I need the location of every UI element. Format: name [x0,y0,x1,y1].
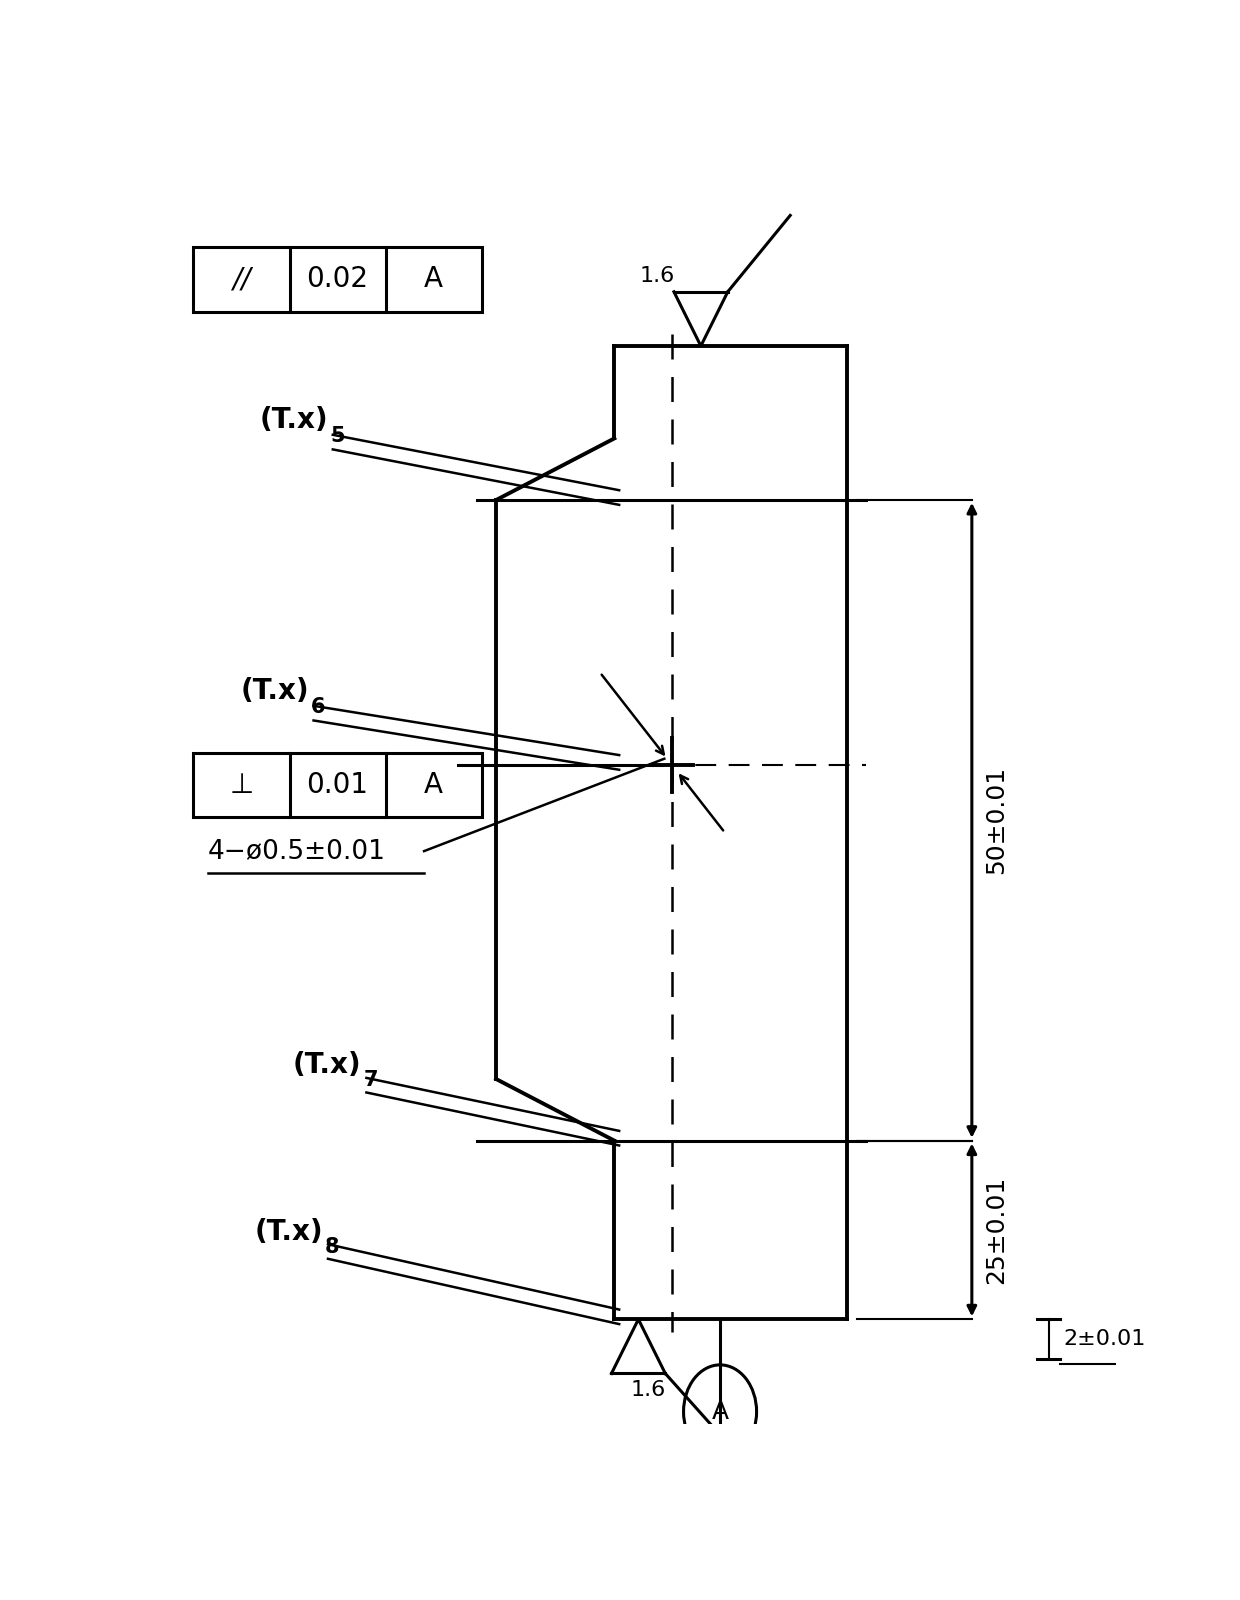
Text: A: A [424,266,443,293]
Text: 2±0.01: 2±0.01 [1063,1330,1146,1349]
Bar [193,248,481,312]
Text: 50±0.01: 50±0.01 [983,766,1008,874]
Text: (T.x): (T.x) [259,406,327,434]
Text: 0.01: 0.01 [306,771,368,798]
Bar [193,752,481,816]
Text: 0.02: 0.02 [306,266,368,293]
Text: (T.x): (T.x) [241,677,309,706]
Text: 1.6: 1.6 [640,266,676,286]
Text: 7: 7 [363,1070,378,1090]
Text: (T.x): (T.x) [293,1051,362,1080]
Text: 4−ø0.5±0.01: 4−ø0.5±0.01 [208,838,386,864]
Text: A: A [424,771,443,798]
Text: 1.6: 1.6 [630,1379,666,1400]
Text: ⊥: ⊥ [229,771,253,798]
Text: 6: 6 [311,698,325,717]
Text: 5: 5 [330,426,345,446]
Text: 25±0.01: 25±0.01 [983,1176,1008,1285]
Text: 8: 8 [325,1237,340,1256]
Text: A: A [712,1400,729,1424]
Text: (T.x): (T.x) [254,1218,324,1246]
Text: //: // [232,266,250,293]
